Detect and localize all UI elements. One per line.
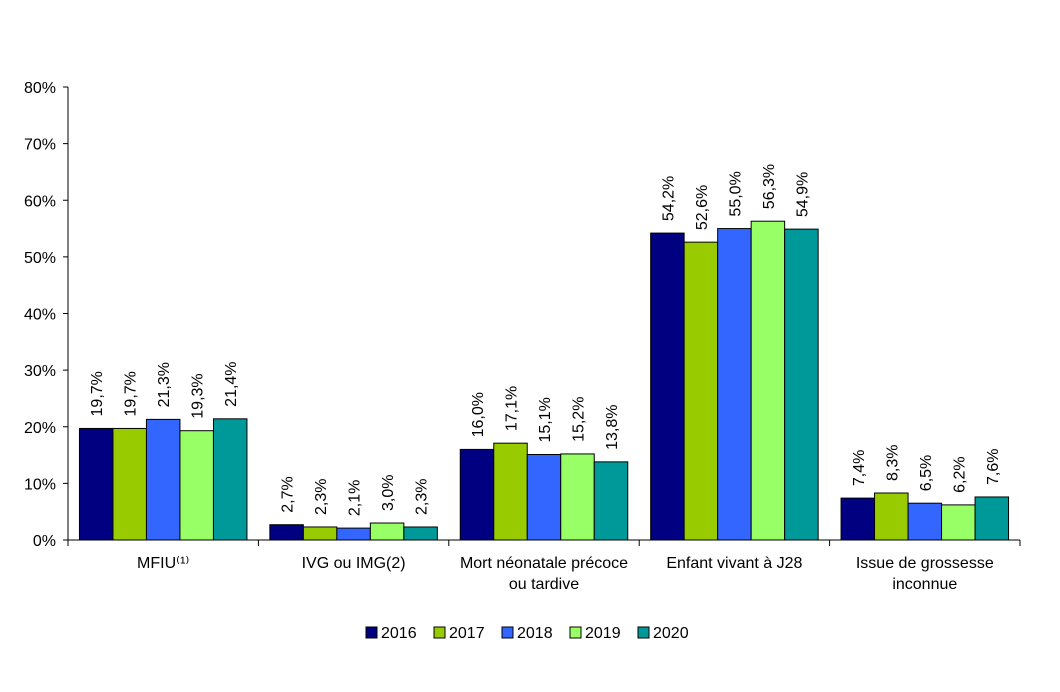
category-labels: MFIU⁽¹⁾ IVG ou IMG(2) Mort néonatale préco… (137, 555, 994, 593)
bar-2019 (179, 430, 214, 541)
category-label: ou tardive (509, 576, 579, 593)
bar-2017 (302, 526, 338, 541)
category-label: IVG ou IMG(2) (302, 555, 406, 572)
y-tick-label: 20% (24, 420, 56, 437)
data-label: 21,4% (223, 361, 240, 406)
bar-2020 (593, 461, 629, 541)
bar-2017 (874, 492, 909, 541)
data-label: 16,0% (470, 392, 487, 437)
bar-2020 (212, 418, 248, 541)
data-label: 2,7% (280, 476, 297, 512)
bar-2017 (112, 427, 147, 541)
legend-label: 2017 (449, 625, 485, 642)
legend: 2016 2017 2018 2019 2020 (365, 625, 689, 642)
data-label: 19,7% (123, 371, 140, 416)
bar-2016 (459, 448, 495, 541)
data-label: 13,8% (604, 404, 621, 449)
legend-swatch-2018 (501, 626, 514, 639)
bar-2020 (974, 496, 1010, 541)
data-label: 15,1% (537, 397, 554, 442)
data-label: 56,3% (761, 164, 778, 209)
bar-2016 (650, 232, 685, 541)
bar-2018 (526, 453, 562, 541)
y-tick-label: 30% (24, 363, 56, 380)
category-label: Enfant vivant à J28 (666, 555, 802, 572)
data-label: 6,2% (951, 456, 968, 492)
legend-label: 2020 (653, 625, 689, 642)
category-label: Mort néonatale précoce (460, 555, 628, 572)
y-tick-label: 80% (24, 80, 56, 97)
y-tick-label: 40% (24, 307, 56, 324)
data-label: 2,1% (347, 480, 364, 516)
bar-2016 (840, 497, 876, 541)
bar-2018 (336, 527, 371, 541)
bar-2018 (907, 502, 943, 541)
bar-2019 (941, 504, 976, 541)
data-label: 3,0% (380, 475, 397, 511)
data-label: 6,5% (918, 455, 935, 491)
bar-2019 (750, 220, 786, 541)
y-tick-label: 50% (24, 250, 56, 267)
data-label: 54,9% (794, 172, 811, 217)
data-label: 21,3% (156, 362, 173, 407)
bar-2019 (560, 453, 595, 541)
data-label: 7,6% (985, 448, 1002, 484)
legend-label: 2018 (517, 625, 553, 642)
x-axis (67, 539, 1021, 546)
legend-swatch-2017 (433, 626, 446, 639)
data-label: 19,3% (190, 373, 207, 418)
y-tick-label: 70% (24, 137, 56, 154)
bar-2019 (369, 522, 405, 541)
category-label: MFIU⁽¹⁾ (137, 555, 189, 572)
bar-2016 (269, 524, 304, 541)
legend-swatch-2016 (365, 626, 378, 639)
bar-2017 (683, 241, 719, 541)
legend-label: 2019 (585, 625, 621, 642)
data-labels: 19,7% 19,7% 21,3% 19,3% 21,4% 2,7% 2,3% 2,1% 3,0… (89, 164, 1002, 516)
data-label: 8,3% (884, 445, 901, 481)
bar-2020 (403, 526, 438, 541)
legend-label: 2016 (381, 625, 417, 642)
data-label: 54,2% (660, 176, 677, 221)
legend-swatch-2019 (569, 626, 582, 639)
legend-swatch-2020 (637, 626, 650, 639)
category-label: Issue de grossesse (856, 555, 994, 572)
data-label: 19,7% (89, 371, 106, 416)
bar-2018 (717, 228, 752, 541)
data-label: 7,4% (851, 450, 868, 486)
data-label: 15,2% (571, 397, 588, 442)
bar-2016 (78, 427, 114, 541)
data-label: 55,0% (727, 171, 744, 216)
data-label: 52,6% (694, 185, 711, 230)
data-label: 2,3% (313, 479, 330, 515)
y-axis: 0% 10% 20% 30% 40% 50% 60% 70% 80% (24, 80, 69, 550)
bar-2017 (493, 442, 528, 541)
data-label: 2,3% (414, 479, 431, 515)
y-tick-label: 10% (24, 476, 56, 493)
y-tick-label: 60% (24, 193, 56, 210)
data-label: 17,1% (504, 386, 521, 431)
bar-2020 (784, 228, 819, 541)
bars (78, 220, 1010, 541)
y-tick-label: 0% (33, 533, 56, 550)
category-label: inconnue (892, 576, 957, 593)
bar-2018 (145, 418, 181, 541)
